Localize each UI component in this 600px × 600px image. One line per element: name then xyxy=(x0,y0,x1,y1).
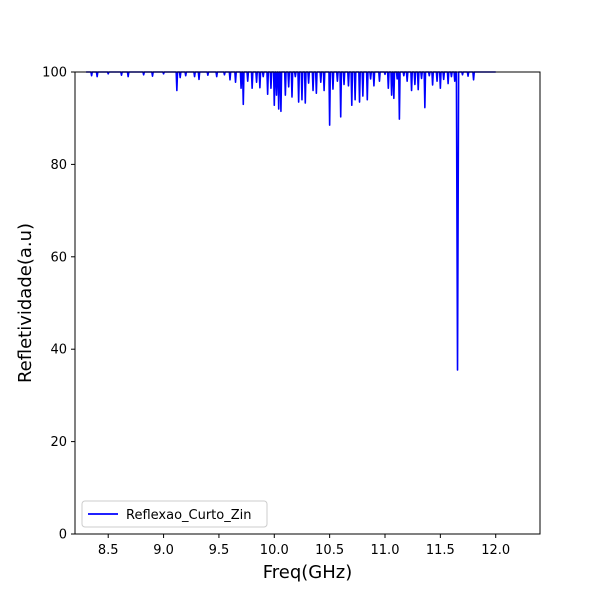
y-tick-label: 0 xyxy=(59,528,67,543)
legend-box xyxy=(81,500,268,528)
y-axis: 0 20 40 60 80 100 xyxy=(42,66,75,543)
x-axis: 8.5 9.0 9.5 10.0 10.5 11.0 11.5 12.0 xyxy=(98,534,510,558)
y-axis-title: Refletividade(a.u) xyxy=(15,223,36,383)
legend: Reflexao_Curto_Zin xyxy=(81,500,268,528)
y-tick-label: 60 xyxy=(50,250,67,265)
x-tick-label: 11.0 xyxy=(371,543,400,558)
y-tick-label: 20 xyxy=(50,435,67,450)
plot-data xyxy=(86,71,496,371)
x-tick-label: 9.0 xyxy=(153,543,174,558)
x-tick-label: 10.0 xyxy=(260,543,289,558)
y-tick-label: 100 xyxy=(42,66,67,81)
y-tick-label: 40 xyxy=(50,343,67,358)
x-tick-label: 12.0 xyxy=(481,543,510,558)
legend-label: Reflexao_Curto_Zin xyxy=(126,508,252,523)
x-tick-label: 10.5 xyxy=(315,543,344,558)
series-line-reflexao-curto-zin xyxy=(86,71,496,371)
x-axis-title: Freq(GHz) xyxy=(263,562,353,583)
x-tick-label: 8.5 xyxy=(98,543,119,558)
x-tick-label: 9.5 xyxy=(209,543,230,558)
x-tick-label: 11.5 xyxy=(426,543,455,558)
plot-frame xyxy=(74,71,541,535)
y-tick-label: 80 xyxy=(50,158,67,173)
